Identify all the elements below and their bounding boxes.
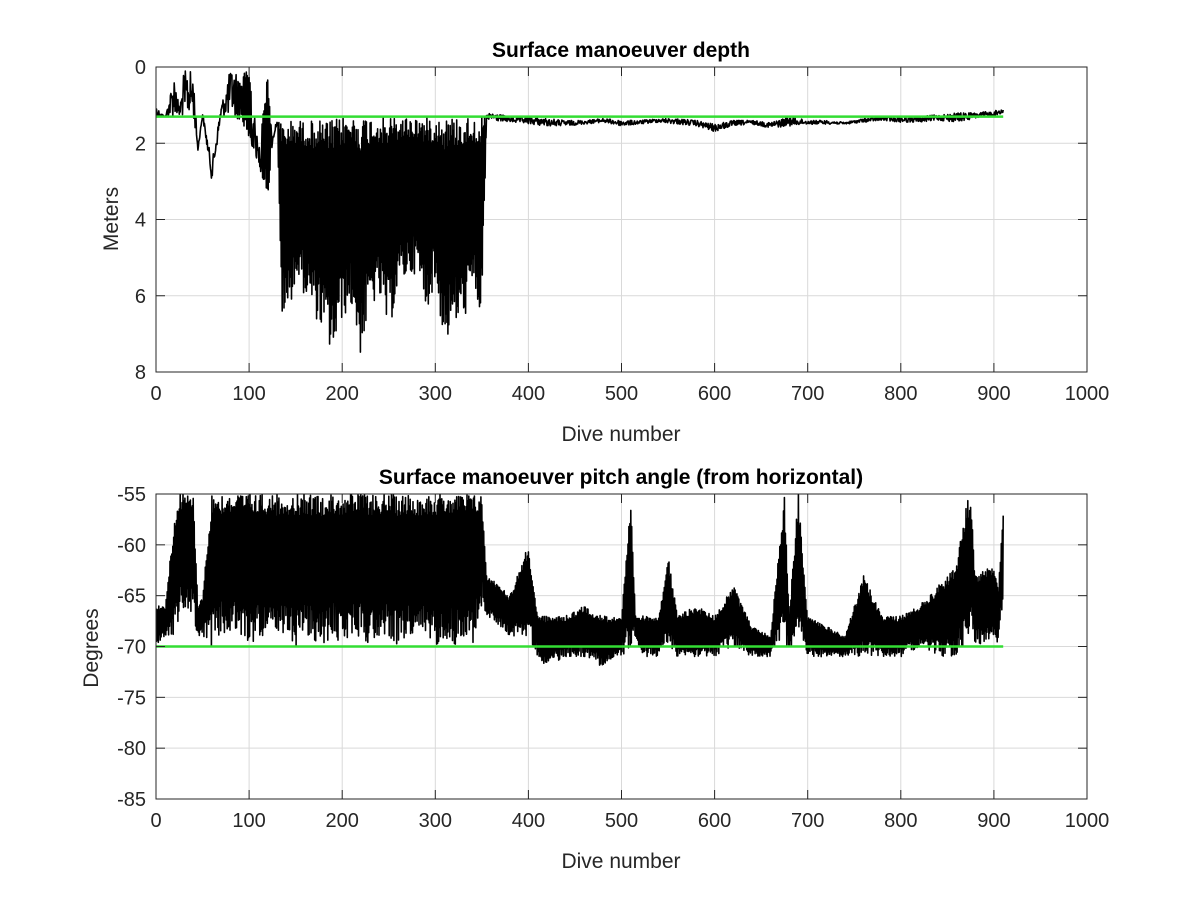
pitch-x-tick-label: 800 (884, 810, 917, 832)
pitch-x-tick-label: 300 (419, 810, 452, 832)
pitch-data (156, 494, 1004, 666)
depth-x-tick-label: 900 (977, 383, 1010, 405)
pitch-y-tick-label: -55 (117, 484, 146, 506)
pitch-x-tick-label: 500 (605, 810, 638, 832)
pitch-y-tick-label: -85 (117, 789, 146, 811)
pitch-x-axis-label: Dive number (561, 850, 680, 873)
depth-x-tick-label: 200 (326, 383, 359, 405)
depth-data (156, 70, 1004, 353)
depth-x-tick-label: 400 (512, 383, 545, 405)
depth-x-tick-label: 800 (884, 383, 917, 405)
depth-x-tick-label: 700 (791, 383, 824, 405)
pitch-x-tick-label: 100 (232, 810, 265, 832)
pitch-x-tick-label: 700 (791, 810, 824, 832)
depth-chart-panel: 0 100 200 300 400 500 600 700 800 900 1000 0 2 4 6 8 Su… (100, 39, 1109, 446)
depth-x-tick-label: 0 (150, 383, 161, 405)
depth-y-tick-label: 8 (135, 362, 146, 384)
depth-y-tick-label: 6 (135, 286, 146, 308)
pitch-series-line (156, 494, 1004, 666)
pitch-y-tick-label: -80 (117, 738, 146, 760)
pitch-ticks: 0 100 200 300 400 500 600 700 800 900 1000 -55 -60 -6… (117, 484, 1109, 832)
depth-chart-title: Surface manoeuver depth (492, 39, 750, 62)
pitch-chart-title: Surface manoeuver pitch angle (from hori… (379, 466, 863, 489)
depth-y-axis-label: Meters (100, 187, 123, 251)
pitch-x-tick-label: 900 (977, 810, 1010, 832)
depth-x-tick-label: 1000 (1065, 383, 1110, 405)
depth-x-axis-label: Dive number (561, 423, 680, 446)
pitch-y-axis-label: Degrees (80, 608, 103, 687)
depth-y-tick-label: 4 (135, 210, 146, 232)
pitch-x-tick-label: 600 (698, 810, 731, 832)
depth-x-tick-label: 600 (698, 383, 731, 405)
depth-x-tick-label: 300 (419, 383, 452, 405)
pitch-y-tick-label: -60 (117, 535, 146, 557)
depth-x-tick-label: 500 (605, 383, 638, 405)
pitch-x-tick-label: 1000 (1065, 810, 1110, 832)
pitch-chart-panel: 0 100 200 300 400 500 600 700 800 900 1000 -55 -60 -6… (80, 466, 1109, 873)
pitch-y-tick-label: -65 (117, 586, 146, 608)
pitch-x-tick-label: 200 (326, 810, 359, 832)
depth-y-tick-label: 2 (135, 133, 146, 155)
pitch-y-tick-label: -70 (117, 637, 146, 659)
pitch-x-tick-label: 0 (150, 810, 161, 832)
pitch-x-tick-label: 400 (512, 810, 545, 832)
depth-ticks: 0 100 200 300 400 500 600 700 800 900 1000 0 2 4 6 8 (135, 57, 1109, 405)
depth-x-tick-label: 100 (232, 383, 265, 405)
depth-y-tick-label: 0 (135, 57, 146, 79)
pitch-y-tick-label: -75 (117, 687, 146, 709)
depth-series-line (156, 70, 1004, 353)
